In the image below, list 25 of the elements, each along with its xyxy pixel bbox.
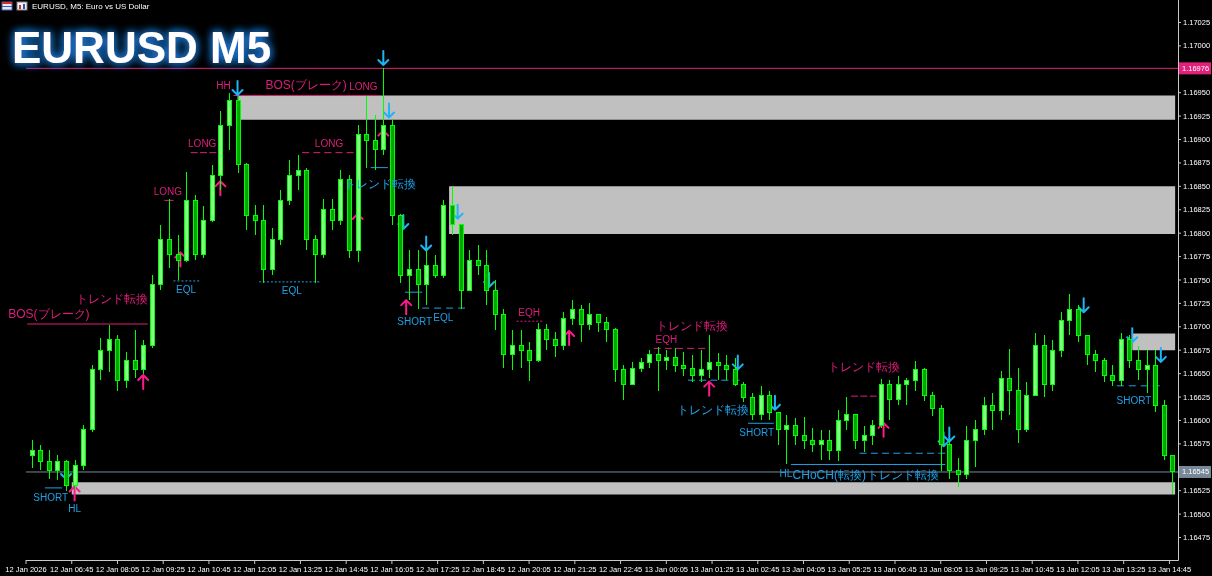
annotation: EQL: [281, 285, 302, 297]
annotation: CHoCH(転換): [792, 467, 866, 482]
annotation: LONG: [153, 185, 183, 197]
annotation: HH: [216, 80, 231, 91]
annotation: EQL: [176, 284, 197, 296]
annotation: トレンド転換: [656, 319, 729, 334]
chart-subtitle: EURUSD, M5: Euro vs US Dollar: [32, 2, 150, 11]
annotation: トレンド転換: [676, 403, 749, 418]
annotation: HL: [779, 468, 793, 479]
annotation: SHORT: [739, 426, 775, 438]
annotation: トレンド転換: [75, 291, 148, 306]
annotation: SHORT: [1116, 395, 1152, 407]
annotation: HL: [68, 502, 81, 514]
annotation: LONG: [349, 81, 378, 92]
annotation: BOS(ブレーク): [265, 78, 347, 93]
annotation: EQH: [655, 333, 678, 345]
annotation: LONG: [188, 138, 217, 150]
annotation: EQL: [433, 311, 454, 323]
annotation: SHORT: [397, 315, 433, 327]
annotation: BOS(ブレーク): [8, 306, 90, 321]
annotation: トレンド転換: [866, 467, 939, 482]
annotation: LONG: [314, 138, 344, 150]
annotation: EQH: [518, 306, 540, 318]
annotation: SHORT: [33, 492, 69, 504]
annotation: トレンド転換: [827, 359, 900, 374]
